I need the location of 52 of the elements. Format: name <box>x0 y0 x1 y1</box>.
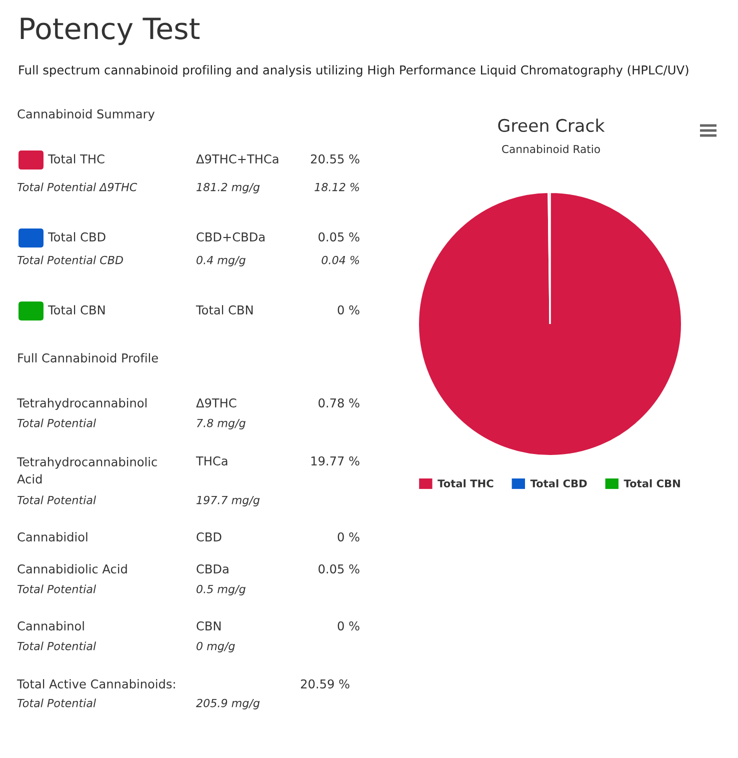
text: Total CBN <box>196 305 253 315</box>
text: Full Cannabinoid Profile <box>18 353 158 363</box>
text: CBDa <box>196 564 228 574</box>
text: 197.7 mg/g <box>196 496 260 506</box>
chart-title: Green Crack <box>498 118 605 132</box>
text: 0.04 % <box>322 256 359 264</box>
text: 20.59 % <box>300 679 350 689</box>
text: Total CBN <box>48 305 105 315</box>
text: Potency Test <box>20 18 200 46</box>
pie-slice <box>418 192 682 456</box>
text: 0.4 mg/g <box>196 256 246 266</box>
text: THCa <box>196 456 228 466</box>
text: Full spectrum cannabinoid profiling and analysis utilizing High Performance Liquid Chromatography (HPLC/UV) <box>19 65 688 77</box>
text: 20.55 % <box>310 154 360 164</box>
text: 0 % <box>338 621 360 631</box>
text: Tetrahydrocannabinol <box>16 398 147 410</box>
text: CBD <box>196 532 222 542</box>
text: Total Potential <box>17 698 96 708</box>
text: 0 mg/g <box>196 642 235 652</box>
text: 205.9 mg/g <box>196 698 260 710</box>
text: Total Potential Δ9THC <box>17 182 138 192</box>
text: Total THC <box>48 154 104 164</box>
chart-subtitle: Cannabinoid Ratio <box>502 144 600 154</box>
text: Total CBD <box>48 232 106 242</box>
legend-label: Total CBD <box>530 479 587 488</box>
text: Total Potential <box>17 642 96 650</box>
text: CBN <box>196 621 221 631</box>
text: Cannabinol <box>18 621 84 631</box>
text: 0.78 % <box>318 398 360 408</box>
text: 0.05 % <box>318 232 360 242</box>
legend-label: Total CBN <box>624 479 680 488</box>
text: 0 % <box>338 532 360 542</box>
text: Cannabidiol <box>18 532 88 542</box>
text: 0.5 mg/g <box>196 584 246 596</box>
text: 19.77 % <box>311 456 360 466</box>
text: Cannabidiolic Acid <box>18 564 127 574</box>
text: Cannabinoid Summary <box>18 109 155 121</box>
text: CBD+CBDa <box>196 232 264 242</box>
text: 18.12 % <box>314 182 359 192</box>
text: 181.2 mg/g <box>196 182 260 194</box>
text: Total Potential <box>17 584 96 594</box>
text: Δ9THC <box>196 398 236 408</box>
text: Δ9THC+THCa <box>196 154 278 164</box>
text: Total Potential <box>17 418 96 428</box>
text: Total Active Cannabinoids: <box>16 679 175 689</box>
text: 0 % <box>338 305 360 315</box>
text: 0.05 % <box>318 564 360 574</box>
text: Total Potential CBD <box>17 256 124 264</box>
text: Total Potential <box>17 496 96 504</box>
legend-label: Total THC <box>438 479 494 488</box>
text: 7.8 mg/g <box>197 418 246 430</box>
text: Tetrahydrocannabinolic Acid <box>16 457 157 484</box>
